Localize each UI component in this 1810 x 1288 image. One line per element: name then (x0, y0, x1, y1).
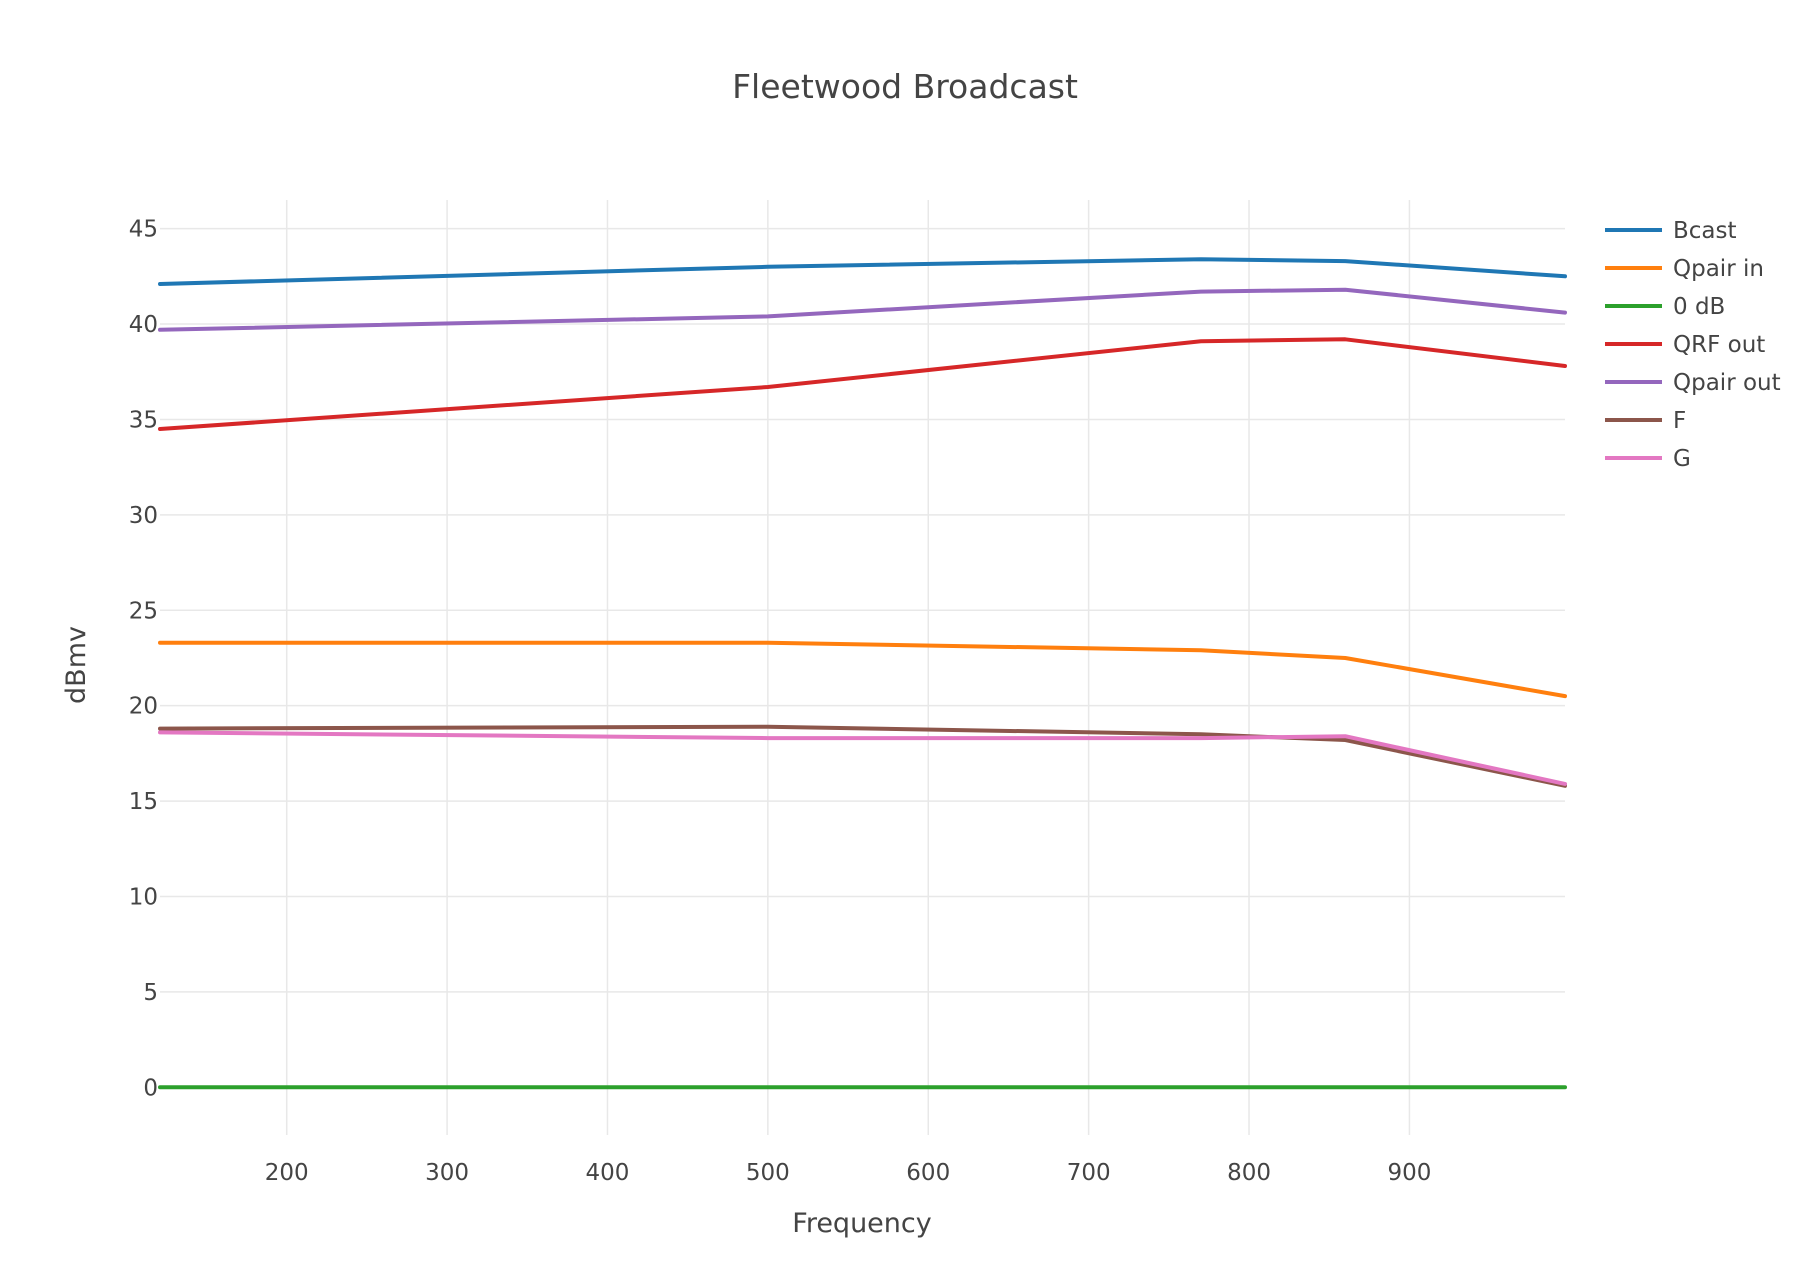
legend-item-bcast[interactable]: Bcast (1605, 218, 1737, 244)
legend-item-f[interactable]: F (1605, 408, 1686, 434)
y-tick-label: 0 (143, 1075, 158, 1101)
y-tick-label: 5 (143, 980, 158, 1006)
legend-label: Qpair out (1673, 370, 1781, 396)
y-tick-label: 15 (129, 789, 158, 815)
legend-item-qpair-in[interactable]: Qpair in (1605, 256, 1764, 282)
y-tick-label: 10 (129, 884, 158, 910)
legend-item-qpair-out[interactable]: Qpair out (1605, 370, 1781, 396)
legend-label: QRF out (1673, 332, 1765, 358)
x-tick-label: 700 (1067, 1160, 1111, 1186)
y-tick-label: 30 (129, 503, 158, 529)
x-tick-label: 800 (1227, 1160, 1271, 1186)
series-line-f (158, 724, 1567, 788)
legend-label: G (1673, 446, 1691, 472)
y-tick-label: 40 (129, 312, 158, 338)
y-tick-label: 35 (129, 407, 158, 433)
chart-title: Fleetwood Broadcast (732, 67, 1078, 106)
series-line-qpair-out (158, 287, 1567, 332)
legend-label: Qpair in (1673, 256, 1764, 282)
y-tick-label: 25 (129, 598, 158, 624)
x-tick-label: 400 (586, 1160, 630, 1186)
series-line-bcast (158, 257, 1567, 286)
x-tick-label: 300 (425, 1160, 469, 1186)
x-tick-label: 200 (265, 1160, 309, 1186)
legend-item-g[interactable]: G (1605, 446, 1691, 472)
legend: Bcast Qpair in 0 dB QRF out Qpair out FG (1605, 218, 1781, 472)
x-tick-label: 600 (906, 1160, 950, 1186)
series-lines (158, 257, 1567, 1090)
y-axis-title: dBmv (61, 626, 92, 704)
legend-label: Bcast (1673, 218, 1737, 244)
legend-item-qrf-out[interactable]: QRF out (1605, 332, 1765, 358)
x-axis-title: Frequency (792, 1208, 932, 1239)
y-tick-label: 20 (129, 694, 158, 720)
x-tick-label: 500 (746, 1160, 790, 1186)
series-line-qrf-out (158, 337, 1567, 431)
y-tick-label: 45 (129, 217, 158, 243)
series-line-g (158, 730, 1567, 786)
legend-label: 0 dB (1673, 294, 1725, 320)
tick-labels: 200 300 400 500 600 700 800 900 0 5 10 15 20 25 30 35 40… (129, 217, 1432, 1186)
legend-label: F (1673, 408, 1686, 434)
legend-item-0-db[interactable]: 0 dB (1605, 294, 1725, 320)
x-tick-label: 900 (1387, 1160, 1431, 1186)
series-line-qpair-in (158, 640, 1567, 699)
